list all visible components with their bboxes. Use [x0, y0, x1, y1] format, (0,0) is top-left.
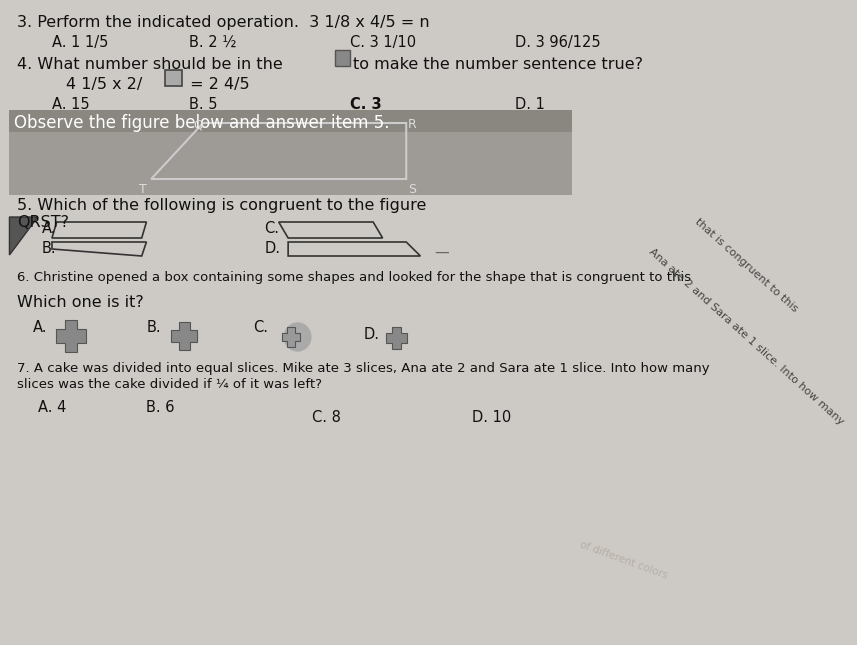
Polygon shape — [387, 327, 407, 349]
Text: 4 1/5 x 2/: 4 1/5 x 2/ — [66, 77, 142, 92]
Text: = 2 4/5: = 2 4/5 — [185, 77, 249, 92]
Text: A.: A. — [33, 320, 48, 335]
Text: C. 3 1/10: C. 3 1/10 — [350, 35, 416, 50]
Polygon shape — [282, 327, 301, 347]
Text: A.: A. — [42, 221, 56, 236]
Text: Ana ate 2 and Sara ate 1 slice. Into how many: Ana ate 2 and Sara ate 1 slice. Into how… — [647, 247, 846, 427]
Text: 7. A cake was divided into equal slices. Mike ate 3 slices, Ana ate 2 and Sara a: 7. A cake was divided into equal slices.… — [17, 362, 710, 375]
Text: Which one is it?: Which one is it? — [17, 295, 144, 310]
Text: A. 4: A. 4 — [38, 400, 66, 415]
Text: S: S — [408, 183, 417, 196]
Text: slices was the cake divided if ¼ of it was left?: slices was the cake divided if ¼ of it w… — [17, 378, 322, 391]
FancyBboxPatch shape — [335, 50, 351, 66]
Text: D.: D. — [265, 241, 280, 256]
Text: of different colors: of different colors — [578, 539, 668, 581]
Text: D.: D. — [363, 327, 380, 342]
Text: D. 3 96/125: D. 3 96/125 — [515, 35, 601, 50]
Text: R: R — [408, 118, 417, 131]
Text: B. 2 ½: B. 2 ½ — [189, 35, 237, 50]
Text: C.: C. — [265, 221, 279, 236]
Text: T: T — [139, 183, 147, 196]
Text: D. 10: D. 10 — [472, 410, 512, 425]
Polygon shape — [9, 217, 38, 255]
Text: that is congruent to this: that is congruent to this — [693, 216, 800, 313]
Text: C.: C. — [253, 320, 268, 335]
Text: C. 3: C. 3 — [350, 97, 381, 112]
Bar — [9, 132, 572, 195]
Text: B.: B. — [147, 320, 161, 335]
Text: Observe the figure below and answer item 5.: Observe the figure below and answer item… — [15, 114, 390, 132]
Text: 3. Perform the indicated operation.  3 1/8 x 4/5 = n: 3. Perform the indicated operation. 3 1/… — [17, 15, 429, 30]
Text: QRST?: QRST? — [17, 215, 69, 230]
Text: to make the number sentence true?: to make the number sentence true? — [353, 57, 644, 72]
Text: D. 1: D. 1 — [515, 97, 545, 112]
Text: 4. What number should be in the: 4. What number should be in the — [17, 57, 283, 72]
Text: B. 5: B. 5 — [189, 97, 218, 112]
Text: A. 1 1/5: A. 1 1/5 — [52, 35, 108, 50]
Text: C. 8: C. 8 — [312, 410, 340, 425]
Text: B.: B. — [42, 241, 57, 256]
Text: B. 6: B. 6 — [147, 400, 175, 415]
FancyBboxPatch shape — [165, 70, 183, 86]
Bar — [9, 110, 572, 195]
Circle shape — [285, 323, 311, 351]
Text: Q: Q — [194, 118, 204, 131]
Polygon shape — [56, 320, 86, 352]
Text: 6. Christine opened a box containing some shapes and looked for the shape that i: 6. Christine opened a box containing som… — [17, 271, 691, 284]
Polygon shape — [171, 322, 197, 350]
Text: 5. Which of the following is congruent to the figure: 5. Which of the following is congruent t… — [17, 198, 427, 213]
Text: A. 15: A. 15 — [52, 97, 90, 112]
Text: —: — — [434, 245, 449, 260]
